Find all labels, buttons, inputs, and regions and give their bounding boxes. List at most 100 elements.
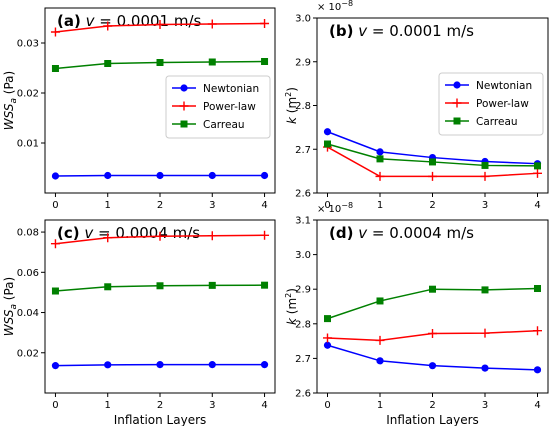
data-point	[323, 341, 332, 349]
x-tick-label: 2	[429, 400, 435, 411]
data-point	[261, 281, 269, 289]
series-line	[327, 287, 538, 320]
data-point	[103, 233, 113, 243]
data-point	[429, 158, 436, 166]
panel-title: (d) v = 0.0004 m/s	[329, 224, 474, 242]
data-point	[481, 364, 489, 372]
data-point	[51, 287, 59, 295]
data-point	[208, 58, 216, 66]
data-point	[260, 361, 269, 369]
data-point	[261, 58, 269, 65]
data-point	[51, 362, 60, 370]
y-tick-label: 0.06	[17, 268, 39, 279]
panel-title: (b) v = 0.0001 m/s	[329, 22, 474, 40]
y-tick-label: 2.8	[295, 319, 311, 330]
y-tick-label: 0.03	[17, 39, 39, 50]
y-tick-label: 0.02	[17, 348, 39, 359]
x-tick-label: 2	[429, 200, 435, 211]
series-newtonian	[51, 361, 269, 370]
panel-d: 0 1 2 3 4 2.6 2.7 2.8 2.9 3.0 3.1 × 10−8 k (m2) Infla…	[284, 201, 549, 426]
series-carreau	[324, 140, 541, 170]
data-point	[103, 21, 113, 31]
panel-a: 0 1 2 3 4 0.01 0.02 0.03 WSSa (Pa) (a) v = 0.0001…	[2, 7, 276, 211]
data-point	[480, 171, 490, 181]
data-point	[208, 171, 216, 180]
y-tick-label: 0.01	[17, 139, 39, 150]
legend-entry-newtonian: Newtonian	[172, 83, 259, 95]
scale-note: × 10−8	[317, 201, 353, 215]
legend-marker	[180, 120, 188, 128]
y-axis-label: WSSa (Pa)	[2, 277, 19, 336]
data-point	[156, 282, 164, 290]
y-tick-label: 2.9	[295, 57, 311, 68]
y-tick-label: 0.04	[17, 308, 39, 319]
data-point	[533, 326, 542, 336]
data-point	[156, 171, 164, 180]
x-tick-label: 0	[324, 200, 330, 211]
x-tick-label: 1	[105, 400, 111, 411]
data-point	[104, 60, 112, 67]
data-point	[208, 281, 216, 289]
x-axis-label: Inflation Layers	[114, 413, 207, 426]
legend-frame	[438, 72, 544, 136]
y-tick-label: 2.8	[295, 101, 311, 112]
data-point	[376, 297, 384, 305]
legend: Newtonian Power-law Carreau	[438, 72, 544, 136]
data-point	[428, 362, 437, 370]
data-point	[324, 140, 331, 148]
data-point	[481, 161, 489, 169]
y-tick-label: 3.0	[295, 14, 311, 25]
y-tick-label: 3.1	[295, 216, 311, 227]
data-point	[323, 333, 332, 343]
x-tick-label: 0	[52, 200, 58, 211]
series-power-law	[50, 19, 270, 37]
panel-b: 0 1 2 3 4 2.6 2.7 2.8 2.9 3.0 × 10−8 k (m2) (b) v = …	[284, 0, 549, 211]
data-point	[207, 231, 217, 241]
x-tick-label: 3	[209, 400, 215, 411]
x-axis-label: Inflation Layers	[386, 413, 479, 426]
x-tick-label: 0	[324, 400, 330, 411]
panel-title: (a) v = 0.0001 m/s	[57, 12, 202, 30]
data-point	[429, 285, 436, 293]
legend-label: Newtonian	[476, 80, 532, 92]
data-point	[375, 171, 385, 181]
series-newtonian	[51, 171, 269, 180]
legend-label: Carreau	[203, 119, 245, 131]
data-point	[428, 171, 437, 181]
series-newtonian	[323, 128, 542, 168]
data-point	[156, 361, 164, 369]
data-point	[155, 231, 165, 241]
panel-c: 0 1 2 3 4 0.02 0.04 0.06 0.08 WSSa (Pa) Inflation …	[2, 219, 276, 426]
y-tick-label: 0.08	[17, 228, 39, 239]
data-point	[376, 148, 384, 156]
legend-marker	[179, 101, 189, 111]
x-tick-label: 3	[209, 200, 215, 211]
series-power-law	[323, 326, 542, 345]
data-point	[534, 162, 541, 170]
data-point	[104, 283, 112, 291]
data-point	[50, 239, 60, 249]
y-tick-label: 3.0	[295, 250, 311, 261]
panel-title: (c) v = 0.0004 m/s	[57, 224, 200, 242]
legend-marker	[453, 117, 461, 125]
x-tick-label: 4	[534, 200, 540, 211]
x-tick-label: 2	[157, 400, 163, 411]
x-tick-label: 4	[261, 200, 267, 211]
legend-label: Newtonian	[203, 83, 259, 95]
data-point	[324, 315, 331, 323]
scale-note: × 10−8	[317, 0, 353, 13]
data-point	[428, 328, 437, 338]
data-point	[533, 366, 542, 374]
y-axis-label: k (m2)	[284, 87, 299, 124]
y-tick-label: 2.7	[295, 145, 311, 156]
x-tick-label: 3	[482, 400, 488, 411]
data-point	[51, 65, 59, 72]
y-tick-label: 2.9	[295, 285, 311, 296]
x-tick-label: 3	[482, 200, 488, 211]
data-point	[375, 335, 385, 345]
y-axis-label: k (m2)	[284, 288, 299, 325]
data-point	[323, 128, 332, 136]
y-tick-label: 2.7	[295, 354, 311, 365]
x-tick-label: 2	[157, 200, 163, 211]
